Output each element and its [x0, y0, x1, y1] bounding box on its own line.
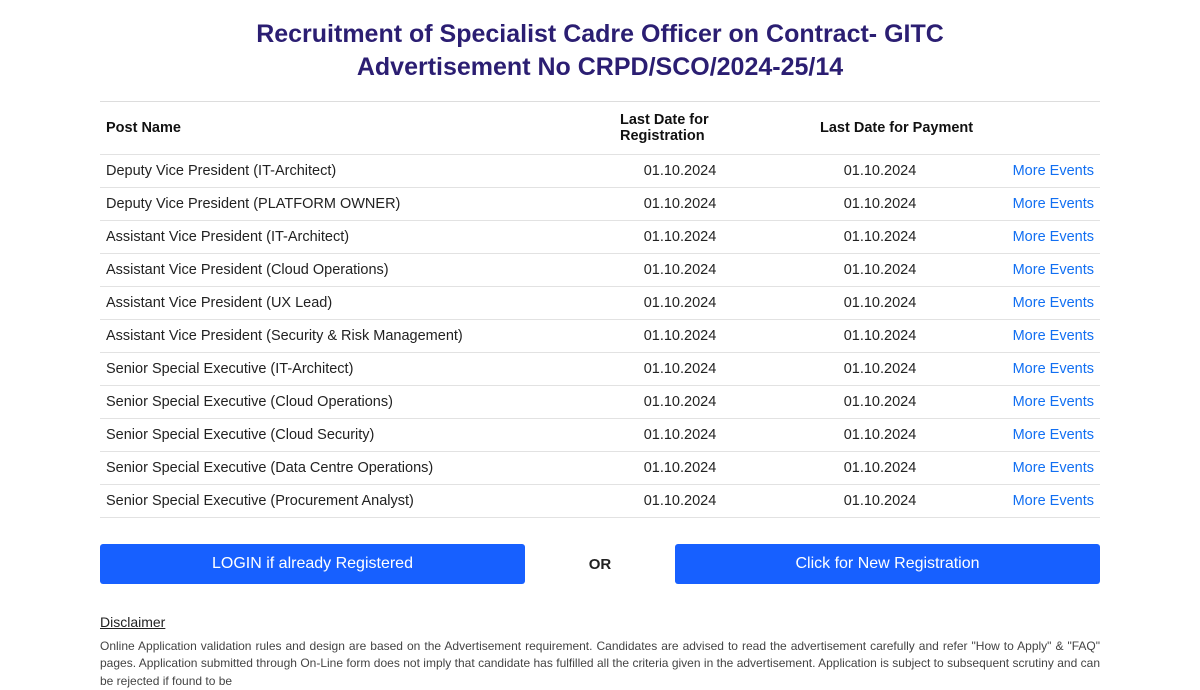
cell-post-name: Assistant Vice President (IT-Architect) — [100, 221, 580, 254]
cell-more-events: More Events — [980, 287, 1100, 320]
cell-last-date-registration: 01.10.2024 — [580, 287, 780, 320]
login-button[interactable]: LOGIN if already Registered — [100, 544, 525, 584]
posts-table-wrap: Post Name Last Date for Registration Las… — [100, 101, 1100, 518]
table-row: Senior Special Executive (Procurement An… — [100, 485, 1100, 518]
cell-last-date-payment: 01.10.2024 — [780, 386, 980, 419]
more-events-link[interactable]: More Events — [1013, 163, 1094, 179]
cell-more-events: More Events — [980, 155, 1100, 188]
cell-last-date-registration: 01.10.2024 — [580, 320, 780, 353]
action-button-row: LOGIN if already Registered OR Click for… — [100, 544, 1100, 584]
col-header-post: Post Name — [100, 102, 580, 155]
cell-last-date-payment: 01.10.2024 — [780, 419, 980, 452]
col-header-pay: Last Date for Payment — [780, 102, 980, 155]
more-events-link[interactable]: More Events — [1013, 427, 1094, 443]
more-events-link[interactable]: More Events — [1013, 460, 1094, 476]
cell-last-date-registration: 01.10.2024 — [580, 485, 780, 518]
cell-last-date-registration: 01.10.2024 — [580, 452, 780, 485]
cell-more-events: More Events — [980, 485, 1100, 518]
cell-post-name: Assistant Vice President (Cloud Operatio… — [100, 254, 580, 287]
more-events-link[interactable]: More Events — [1013, 328, 1094, 344]
cell-post-name: Assistant Vice President (Security & Ris… — [100, 320, 580, 353]
cell-post-name: Deputy Vice President (IT-Architect) — [100, 155, 580, 188]
new-registration-button[interactable]: Click for New Registration — [675, 544, 1100, 584]
table-row: Assistant Vice President (IT-Architect)0… — [100, 221, 1100, 254]
table-row: Deputy Vice President (IT-Architect)01.1… — [100, 155, 1100, 188]
cell-last-date-payment: 01.10.2024 — [780, 485, 980, 518]
cell-last-date-payment: 01.10.2024 — [780, 320, 980, 353]
page-title: Recruitment of Specialist Cadre Officer … — [100, 18, 1100, 83]
cell-last-date-payment: 01.10.2024 — [780, 287, 980, 320]
cell-last-date-registration: 01.10.2024 — [580, 254, 780, 287]
cell-post-name: Senior Special Executive (Data Centre Op… — [100, 452, 580, 485]
cell-last-date-registration: 01.10.2024 — [580, 386, 780, 419]
cell-post-name: Senior Special Executive (IT-Architect) — [100, 353, 580, 386]
cell-post-name: Senior Special Executive (Procurement An… — [100, 485, 580, 518]
cell-last-date-registration: 01.10.2024 — [580, 419, 780, 452]
more-events-link[interactable]: More Events — [1013, 394, 1094, 410]
cell-last-date-payment: 01.10.2024 — [780, 452, 980, 485]
cell-post-name: Assistant Vice President (UX Lead) — [100, 287, 580, 320]
cell-post-name: Deputy Vice President (PLATFORM OWNER) — [100, 188, 580, 221]
cell-more-events: More Events — [980, 386, 1100, 419]
title-line-2: Advertisement No CRPD/SCO/2024-25/14 — [357, 53, 843, 81]
more-events-link[interactable]: More Events — [1013, 229, 1094, 245]
more-events-link[interactable]: More Events — [1013, 493, 1094, 509]
title-line-1: Recruitment of Specialist Cadre Officer … — [256, 20, 944, 48]
more-events-link[interactable]: More Events — [1013, 262, 1094, 278]
posts-table: Post Name Last Date for Registration Las… — [100, 102, 1100, 518]
disclaimer-block: Disclaimer Online Application validation… — [100, 614, 1100, 690]
cell-more-events: More Events — [980, 353, 1100, 386]
more-events-link[interactable]: More Events — [1013, 361, 1094, 377]
main-container: Recruitment of Specialist Cadre Officer … — [90, 0, 1110, 690]
more-events-link[interactable]: More Events — [1013, 295, 1094, 311]
cell-more-events: More Events — [980, 452, 1100, 485]
table-row: Deputy Vice President (PLATFORM OWNER)01… — [100, 188, 1100, 221]
cell-more-events: More Events — [980, 188, 1100, 221]
cell-last-date-registration: 01.10.2024 — [580, 221, 780, 254]
cell-last-date-payment: 01.10.2024 — [780, 188, 980, 221]
table-row: Assistant Vice President (Cloud Operatio… — [100, 254, 1100, 287]
disclaimer-text: Online Application validation rules and … — [100, 638, 1100, 690]
table-row: Senior Special Executive (Cloud Operatio… — [100, 386, 1100, 419]
or-separator: OR — [525, 556, 675, 573]
disclaimer-title: Disclaimer — [100, 614, 1100, 630]
cell-last-date-payment: 01.10.2024 — [780, 254, 980, 287]
col-header-more — [980, 102, 1100, 155]
cell-post-name: Senior Special Executive (Cloud Operatio… — [100, 386, 580, 419]
cell-more-events: More Events — [980, 221, 1100, 254]
table-row: Senior Special Executive (Data Centre Op… — [100, 452, 1100, 485]
cell-post-name: Senior Special Executive (Cloud Security… — [100, 419, 580, 452]
cell-last-date-payment: 01.10.2024 — [780, 155, 980, 188]
cell-last-date-registration: 01.10.2024 — [580, 188, 780, 221]
cell-more-events: More Events — [980, 320, 1100, 353]
col-header-reg: Last Date for Registration — [580, 102, 780, 155]
cell-last-date-payment: 01.10.2024 — [780, 221, 980, 254]
table-row: Senior Special Executive (IT-Architect)0… — [100, 353, 1100, 386]
cell-more-events: More Events — [980, 254, 1100, 287]
cell-more-events: More Events — [980, 419, 1100, 452]
table-header-row: Post Name Last Date for Registration Las… — [100, 102, 1100, 155]
cell-last-date-registration: 01.10.2024 — [580, 155, 780, 188]
more-events-link[interactable]: More Events — [1013, 196, 1094, 212]
table-row: Senior Special Executive (Cloud Security… — [100, 419, 1100, 452]
table-row: Assistant Vice President (UX Lead)01.10.… — [100, 287, 1100, 320]
table-row: Assistant Vice President (Security & Ris… — [100, 320, 1100, 353]
cell-last-date-registration: 01.10.2024 — [580, 353, 780, 386]
cell-last-date-payment: 01.10.2024 — [780, 353, 980, 386]
